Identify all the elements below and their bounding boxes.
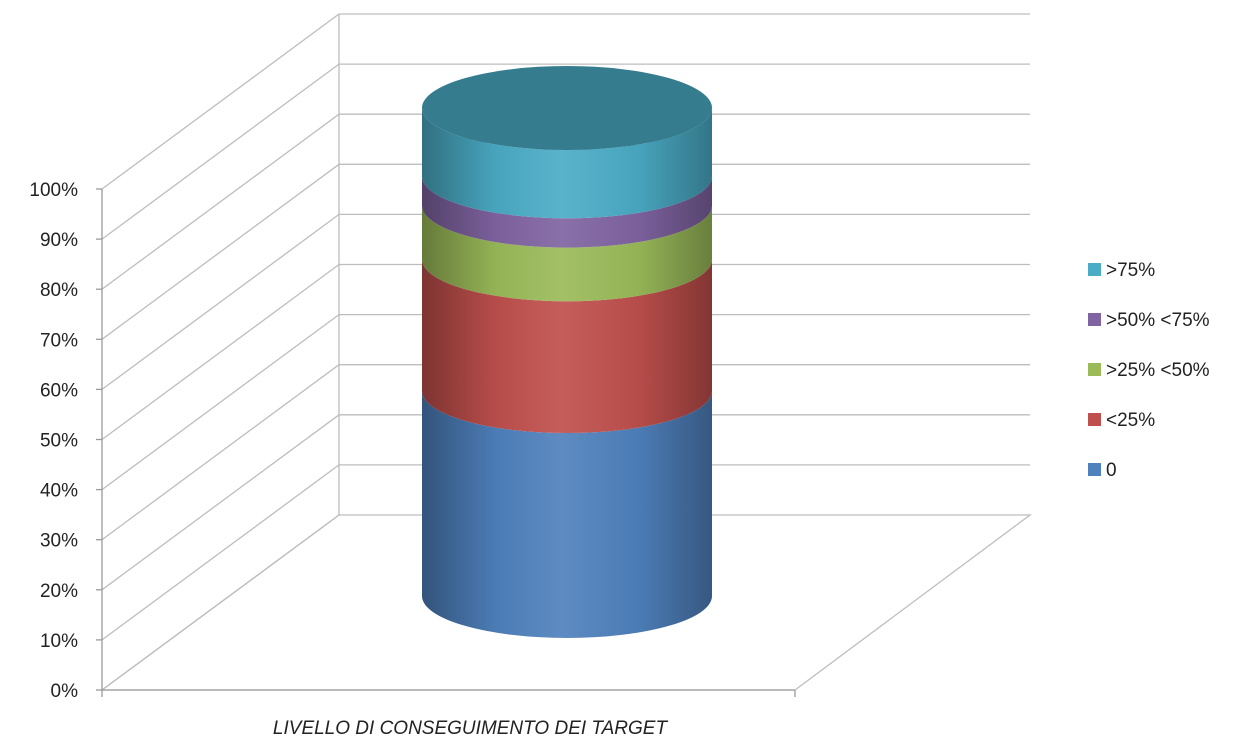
cylinder-bar xyxy=(422,66,712,638)
y-tick-label: 70% xyxy=(40,330,78,351)
side-gridline xyxy=(101,263,340,441)
legend-label: 0 xyxy=(1106,460,1117,481)
y-tick-label: 90% xyxy=(40,230,78,251)
y-tick-label: 100% xyxy=(29,180,78,201)
side-gridline xyxy=(101,163,340,340)
legend-swatch xyxy=(1088,363,1101,376)
y-tick-label: 60% xyxy=(40,380,78,401)
legend-swatch xyxy=(1088,413,1101,426)
side-gridline xyxy=(101,414,340,591)
y-axis-ticks: 0% 10% 20% 30% 40% 50% 60% 70% 80% 90% 100% xyxy=(29,180,102,702)
x-axis-label: LIVELLO DI CONSEGUIMENTO DEI TARGET xyxy=(273,718,669,739)
side-gridline xyxy=(101,63,340,240)
y-tick-label: 80% xyxy=(40,280,78,301)
side-gridline xyxy=(101,364,340,541)
y-tick-label: 50% xyxy=(40,431,78,452)
y-tick-label: 10% xyxy=(40,631,78,652)
cylinder-segment-2 xyxy=(422,205,712,302)
y-tick-label: 20% xyxy=(40,581,78,602)
y-tick-label: 30% xyxy=(40,531,78,552)
y-tick-label: 40% xyxy=(40,481,78,502)
cylinder-segment-3 xyxy=(422,176,712,248)
side-gridline xyxy=(101,464,340,641)
legend-label: <25% xyxy=(1106,410,1155,431)
legend-label: >25% <50% xyxy=(1106,360,1210,381)
cylinder-segment-4 xyxy=(422,108,712,219)
cylinder-segment-1 xyxy=(422,259,712,434)
legend-swatch xyxy=(1088,463,1101,476)
legend-label: >75% xyxy=(1106,260,1155,281)
side-gridline xyxy=(101,314,340,491)
legend-swatch xyxy=(1088,263,1101,276)
cylinder-top-cap xyxy=(422,66,712,150)
legend-swatch xyxy=(1088,313,1101,326)
legend-label: >50% <75% xyxy=(1106,310,1210,331)
side-gridline xyxy=(101,213,340,390)
y-tick-label: 0% xyxy=(51,681,79,702)
cylinder-segment-0 xyxy=(422,391,712,638)
side-gridline xyxy=(101,13,340,190)
side-gridline xyxy=(101,113,340,290)
legend: >75% >50% <75% >25% <50% <25% 0 xyxy=(1088,260,1210,481)
